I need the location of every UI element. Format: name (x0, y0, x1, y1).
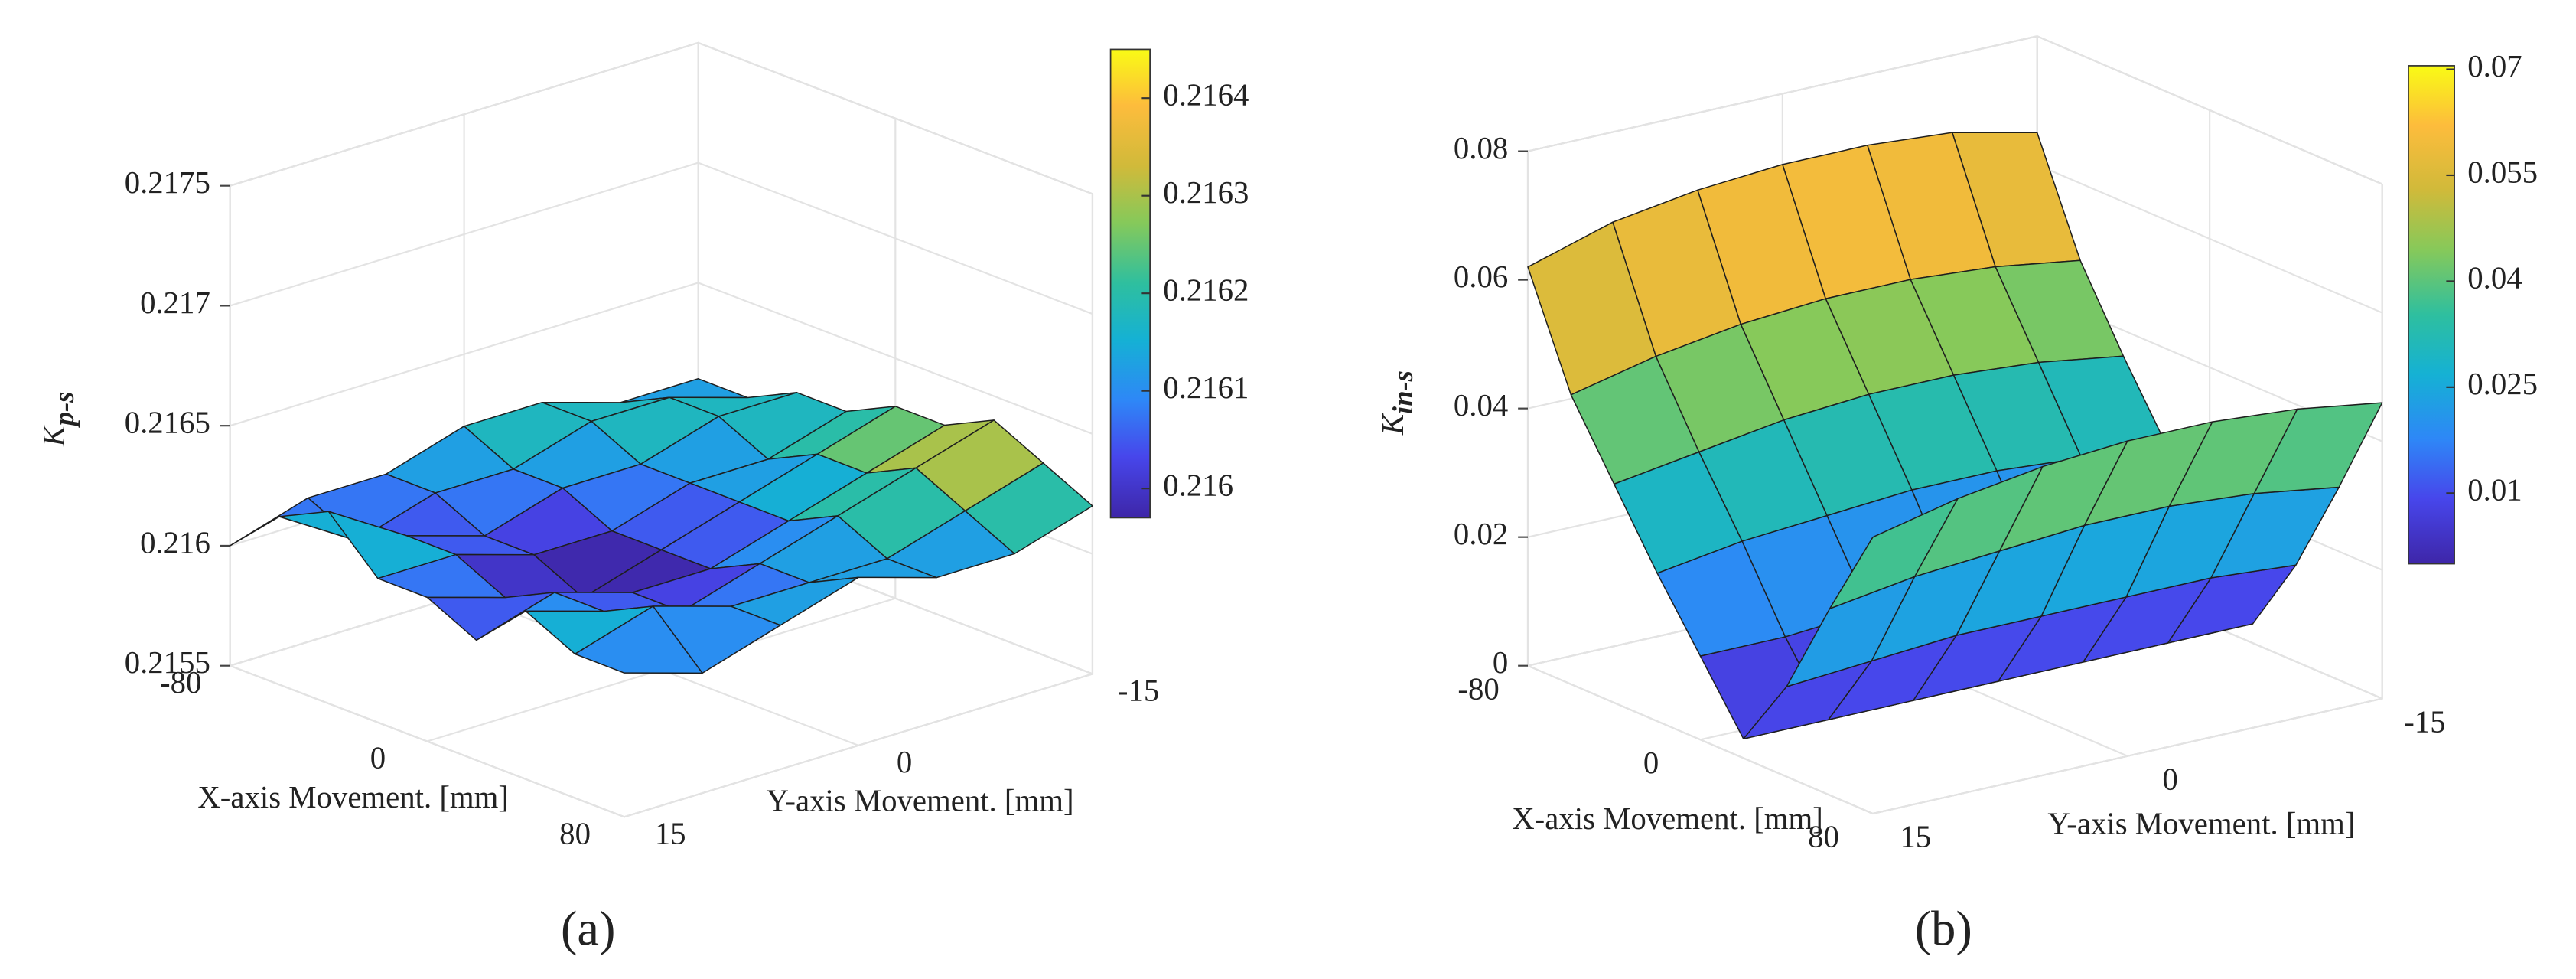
colorbar (1109, 48, 1151, 519)
y-tick-label: 0 (897, 745, 912, 779)
y-tick-label: -15 (1118, 674, 1159, 708)
x-tick-label: -80 (1457, 671, 1499, 706)
z-tick-label: 0.02 (1454, 517, 1508, 551)
grid-line (230, 282, 1093, 435)
z-tick-label: 0.2155 (125, 645, 210, 680)
colorbar-tick-label: 0.216 (1163, 468, 1233, 503)
grid-line (230, 41, 1093, 195)
y-tick-label: 15 (655, 816, 686, 850)
z-tick-label: 0.06 (1454, 259, 1508, 294)
surface-patch (574, 605, 703, 674)
x-tick-label: 80 (1808, 820, 1839, 854)
z-axis-label: Kp-s (37, 392, 80, 448)
axis-box (230, 41, 1093, 195)
y-tick-label: -15 (2404, 704, 2445, 739)
z-tick-label: 0.216 (140, 525, 210, 560)
z-tick-label: 0 (1493, 645, 1508, 680)
colorbar-tick-label: 0.2162 (1163, 273, 1249, 308)
x-tick-label: 0 (370, 741, 386, 775)
z-axis-label-base: K (37, 425, 72, 448)
z-tick-label: 0.217 (140, 286, 210, 320)
z-axis-label: Kin-s (1376, 370, 1419, 436)
grid-line (230, 162, 1093, 315)
z-tick-label: 0.04 (1454, 388, 1508, 423)
y-tick-label: 15 (1900, 820, 1931, 854)
y-axis-label: Y-axis Movement. [mm] (766, 783, 1073, 817)
z-axis-label-sub: in-s (1387, 370, 1418, 414)
surface-patch (1829, 498, 1959, 609)
colorbar-tick-label: 0.2164 (1163, 78, 1249, 113)
panel-label: (b) (1915, 901, 1972, 955)
x-axis-label: X-axis Movement. [mm] (197, 780, 509, 814)
x-tick-label: 0 (1643, 746, 1659, 780)
panel: 0.2155 0.216 0.2165 0.217 0.2175 -80 0 80 15 0 -15… (37, 41, 1249, 955)
colorbar (2408, 65, 2455, 565)
colorbar-tick-label: 0.01 (2467, 473, 2522, 507)
x-axis-label: X-axis Movement. [mm] (1512, 801, 1823, 836)
colorbar-tick-label: 0.07 (2467, 49, 2522, 83)
z-tick-label: 0.08 (1454, 131, 1508, 165)
y-tick-label: 0 (2162, 762, 2177, 797)
panel-label: (a) (561, 901, 615, 955)
colorbar-tick-label: 0.04 (2467, 261, 2522, 295)
colorbar-tick-label: 0.2163 (1163, 175, 1249, 210)
grid-line (1527, 35, 2383, 185)
x-tick-label: -80 (160, 665, 201, 700)
colorbar-tick-label: 0.055 (2467, 155, 2538, 189)
z-tick-label: 0.2175 (125, 165, 210, 200)
colorbar-tick-label: 0.2161 (1163, 370, 1249, 405)
y-axis-label: Y-axis Movement. [mm] (2047, 806, 2355, 840)
x-tick-label: 80 (559, 816, 591, 850)
colorbar-tick-label: 0.025 (2467, 367, 2538, 401)
z-tick-label: 0.2165 (125, 406, 210, 440)
z-axis-label-base: K (1376, 413, 1411, 436)
z-axis-label-sub: p-s (48, 392, 80, 429)
